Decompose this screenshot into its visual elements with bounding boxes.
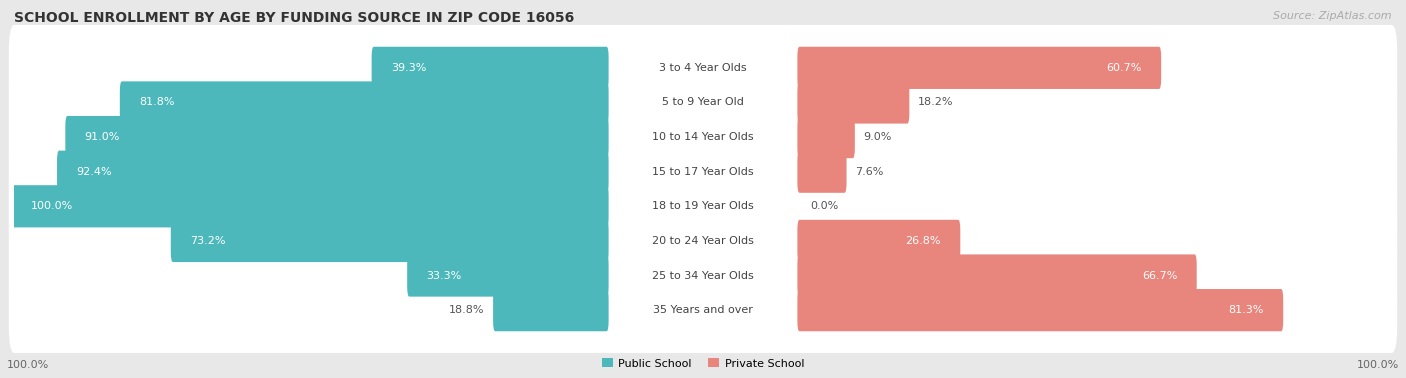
Text: 26.8%: 26.8% (905, 236, 941, 246)
FancyBboxPatch shape (8, 232, 1398, 318)
Legend: Public School, Private School: Public School, Private School (598, 354, 808, 373)
Text: 18.8%: 18.8% (450, 305, 485, 315)
FancyBboxPatch shape (65, 116, 609, 158)
Text: 7.6%: 7.6% (855, 167, 883, 177)
FancyBboxPatch shape (8, 25, 1398, 111)
Text: Source: ZipAtlas.com: Source: ZipAtlas.com (1274, 11, 1392, 21)
Text: 60.7%: 60.7% (1107, 63, 1142, 73)
FancyBboxPatch shape (797, 289, 1284, 331)
Text: 91.0%: 91.0% (84, 132, 120, 142)
Text: 39.3%: 39.3% (391, 63, 426, 73)
Text: 100.0%: 100.0% (7, 361, 49, 370)
FancyBboxPatch shape (797, 81, 910, 124)
FancyBboxPatch shape (8, 267, 1398, 353)
Text: 100.0%: 100.0% (31, 201, 73, 211)
Text: 81.8%: 81.8% (139, 98, 174, 107)
FancyBboxPatch shape (8, 94, 1398, 180)
Text: 0.0%: 0.0% (810, 201, 838, 211)
FancyBboxPatch shape (8, 60, 1398, 146)
Text: 9.0%: 9.0% (863, 132, 891, 142)
FancyBboxPatch shape (797, 254, 1197, 297)
Text: 20 to 24 Year Olds: 20 to 24 Year Olds (652, 236, 754, 246)
Text: 15 to 17 Year Olds: 15 to 17 Year Olds (652, 167, 754, 177)
FancyBboxPatch shape (797, 150, 846, 193)
Text: 3 to 4 Year Olds: 3 to 4 Year Olds (659, 63, 747, 73)
FancyBboxPatch shape (494, 289, 609, 331)
Text: 33.3%: 33.3% (426, 271, 461, 280)
Text: 81.3%: 81.3% (1229, 305, 1264, 315)
Text: 5 to 9 Year Old: 5 to 9 Year Old (662, 98, 744, 107)
FancyBboxPatch shape (58, 150, 609, 193)
FancyBboxPatch shape (371, 47, 609, 89)
FancyBboxPatch shape (797, 116, 855, 158)
Text: 35 Years and over: 35 Years and over (652, 305, 754, 315)
Text: 92.4%: 92.4% (76, 167, 112, 177)
FancyBboxPatch shape (8, 163, 1398, 249)
FancyBboxPatch shape (170, 220, 609, 262)
FancyBboxPatch shape (120, 81, 609, 124)
FancyBboxPatch shape (8, 198, 1398, 284)
Text: 18 to 19 Year Olds: 18 to 19 Year Olds (652, 201, 754, 211)
Text: 10 to 14 Year Olds: 10 to 14 Year Olds (652, 132, 754, 142)
FancyBboxPatch shape (408, 254, 609, 297)
Text: SCHOOL ENROLLMENT BY AGE BY FUNDING SOURCE IN ZIP CODE 16056: SCHOOL ENROLLMENT BY AGE BY FUNDING SOUR… (14, 11, 574, 25)
Text: 66.7%: 66.7% (1142, 271, 1177, 280)
Text: 73.2%: 73.2% (190, 236, 225, 246)
Text: 18.2%: 18.2% (918, 98, 953, 107)
Text: 100.0%: 100.0% (1357, 361, 1399, 370)
FancyBboxPatch shape (13, 185, 609, 228)
FancyBboxPatch shape (797, 47, 1161, 89)
FancyBboxPatch shape (8, 129, 1398, 215)
FancyBboxPatch shape (797, 220, 960, 262)
Text: 25 to 34 Year Olds: 25 to 34 Year Olds (652, 271, 754, 280)
